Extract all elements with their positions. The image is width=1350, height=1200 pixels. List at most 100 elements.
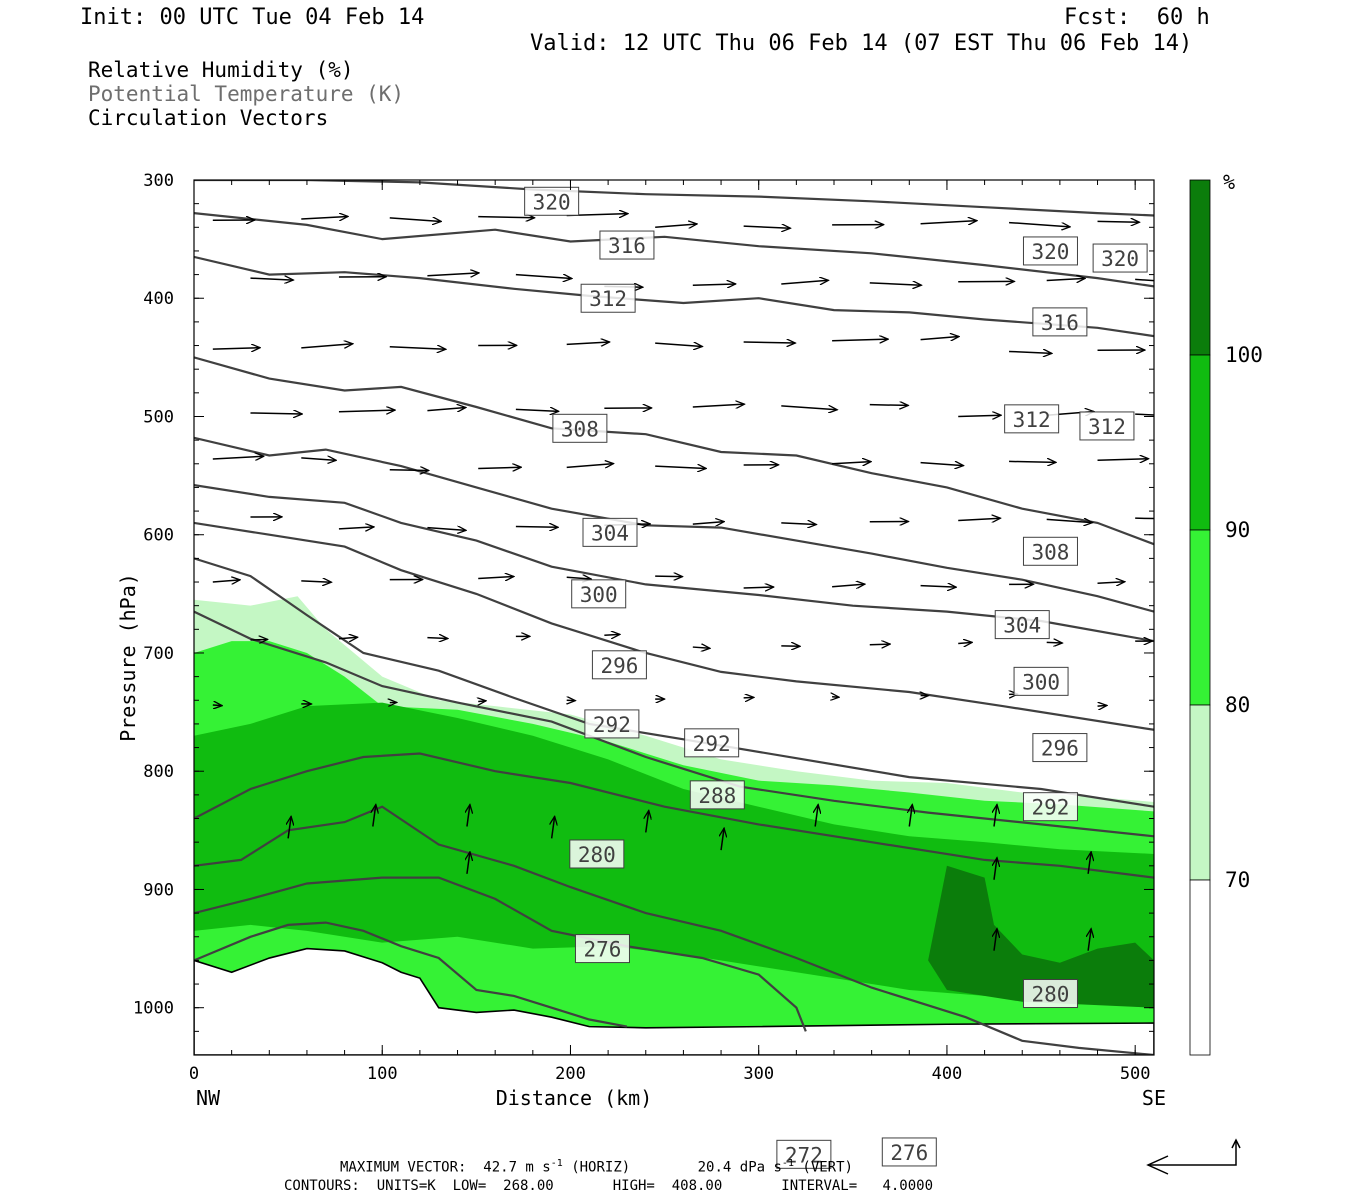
contour-label-316: 316 (599, 230, 655, 260)
theta-contour-312 (194, 255, 1154, 338)
wind-vector (1097, 459, 1149, 461)
theta-contour-288 (194, 610, 1154, 838)
wind-vector (478, 701, 486, 702)
wind-vector (478, 577, 514, 579)
wind-vector (250, 278, 293, 280)
contour-label-292: 292 (584, 709, 640, 739)
vertical-wind-vector (994, 858, 997, 880)
contour-label-312: 312 (1004, 404, 1060, 434)
contour-label-box (524, 186, 580, 216)
wind-vector (427, 638, 447, 639)
x-tick-label: 0 (189, 1064, 199, 1084)
contour-label-text: 300 (580, 583, 618, 607)
nw-label: NW (196, 1086, 221, 1110)
vertical-wind-vector (994, 805, 997, 827)
vertical-wind-vector (552, 816, 555, 839)
wind-vector (338, 527, 374, 529)
contours-note: CONTOURS: UNITS=K LOW= 268.00 HIGH= 408.… (284, 1178, 934, 1194)
contour-label-296: 296 (1032, 733, 1088, 763)
wind-vector (427, 273, 479, 276)
vertical-wind-vector (909, 805, 912, 827)
key-arrow-head-horiz (1146, 1155, 1169, 1175)
x-axis-label: Distance (km) (496, 1086, 653, 1110)
wind-vector (427, 407, 465, 410)
legend-vectors: Circulation Vectors (88, 106, 329, 130)
max-vector-text: MAXIMUM VECTOR: 42.7 m s (340, 1159, 551, 1176)
y-tick-label: 400 (143, 289, 174, 309)
contour-label-text: 316 (1041, 311, 1079, 335)
theta-contour-unlabeled (194, 921, 628, 1028)
terrain-mask (194, 947, 1154, 1055)
wind-vector (869, 405, 908, 406)
wind-vector (1046, 278, 1085, 280)
vertical-wind-vector (1088, 929, 1091, 951)
wind-vector (1135, 413, 1154, 416)
wind-vector (301, 458, 336, 460)
contour-label-box (582, 517, 638, 547)
contour-label-312: 312 (1079, 411, 1135, 441)
contour-label-text: 304 (591, 521, 629, 545)
contour-label-320: 320 (524, 186, 580, 216)
legend-theta: Potential Temperature (K) (88, 82, 405, 106)
contour-label-box (599, 230, 655, 260)
theta-contour-272 (194, 876, 807, 1032)
contour-label-292: 292 (684, 728, 740, 758)
wind-vector (743, 587, 774, 588)
wind-vector (655, 224, 697, 227)
humidity-fill-layer (194, 596, 1154, 1055)
theta-contour-308 (194, 356, 1154, 546)
contour-label-box (580, 283, 636, 313)
wind-vector (478, 467, 521, 468)
valid-time-label: Valid: 12 UTC Thu 06 Feb 14 (07 EST Thu … (530, 31, 1193, 56)
contour-label-box (1032, 733, 1088, 763)
x-tick-label: 500 (1120, 1064, 1151, 1084)
contour-label-296: 296 (591, 650, 647, 680)
contour-label-box (689, 780, 745, 810)
theta-contour-316 (194, 212, 1154, 288)
wind-vector (958, 518, 1000, 520)
vertical-wind-vector (467, 852, 470, 874)
contour-label-box (1022, 536, 1078, 566)
y-axis-label: Pressure (hPa) (116, 573, 140, 742)
contour-label-304: 304 (582, 517, 638, 547)
axes-layer: 300 400 500 600 700 800 900 1000 0 100 200 300 400 50… (116, 171, 1166, 1110)
contour-label-272: 272 (776, 1139, 832, 1169)
wind-vector (212, 705, 222, 706)
wind-vector (389, 218, 441, 222)
x-tick-label: 400 (932, 1064, 963, 1084)
wind-vector (1097, 582, 1125, 584)
y-tick-label: 900 (143, 880, 174, 900)
contour-label-320: 320 (1022, 236, 1078, 266)
wind-vector (781, 523, 816, 525)
rh-band-90 (194, 702, 1154, 1008)
theta-contour-layer (194, 180, 1154, 1055)
wind-vector (301, 216, 348, 219)
contour-label-text: 300 (1022, 670, 1060, 694)
colorbar-tick-label: 100 (1225, 343, 1263, 367)
contour-label-box (684, 728, 740, 758)
contour-label-288: 288 (689, 780, 745, 810)
y-tick-label: 800 (143, 762, 174, 782)
contour-label-box (552, 413, 608, 443)
contour-label-box (1032, 307, 1088, 337)
contour-label-312: 312 (580, 283, 636, 313)
wind-vector (566, 342, 610, 344)
wind-vector (1046, 519, 1093, 522)
colorbar-tick-label: 90 (1225, 518, 1250, 542)
circulation-vector-layer (212, 214, 1154, 951)
wind-vector (869, 283, 922, 285)
x-tick-label: 300 (743, 1064, 774, 1084)
wind-vector (920, 463, 964, 466)
contour-label-box (1013, 666, 1069, 696)
contour-label-text: 312 (1088, 415, 1126, 439)
contour-label-box (881, 1137, 937, 1167)
y-tick-label: 500 (143, 407, 174, 427)
x-tick-label: 100 (367, 1064, 398, 1084)
contour-label-box (571, 579, 627, 609)
contour-label-300: 300 (571, 579, 627, 609)
wind-vector (958, 642, 972, 643)
wind-vector (692, 404, 745, 407)
contour-label-text: 288 (698, 784, 736, 808)
x-tick-label: 200 (555, 1064, 586, 1084)
forecast-hour-label: Fcst: 60 h (1064, 5, 1210, 30)
